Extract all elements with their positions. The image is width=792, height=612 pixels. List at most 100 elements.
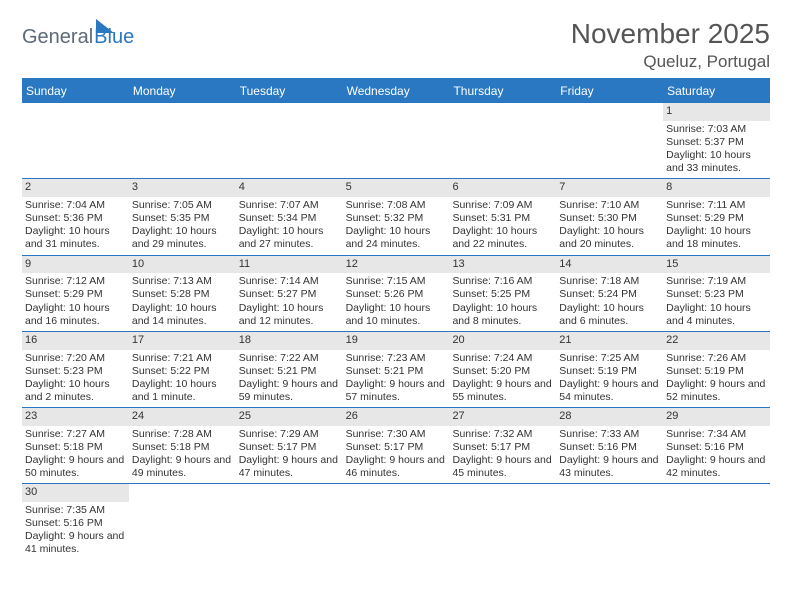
daylight: Daylight: 9 hours and 55 minutes. — [452, 378, 553, 404]
sunrise: Sunrise: 7:08 AM — [346, 199, 447, 212]
daylight: Daylight: 10 hours and 6 minutes. — [559, 302, 660, 328]
sunrise: Sunrise: 7:12 AM — [25, 275, 126, 288]
day-cell: 15Sunrise: 7:19 AMSunset: 5:23 PMDayligh… — [663, 256, 770, 331]
day-cell — [343, 484, 450, 559]
sunset: Sunset: 5:17 PM — [346, 441, 447, 454]
day-number: 9 — [22, 256, 129, 274]
sunset: Sunset: 5:20 PM — [452, 365, 553, 378]
sunrise: Sunrise: 7:32 AM — [452, 428, 553, 441]
day-cell: 1Sunrise: 7:03 AMSunset: 5:37 PMDaylight… — [663, 103, 770, 178]
daylight: Daylight: 10 hours and 4 minutes. — [666, 302, 767, 328]
sunset: Sunset: 5:30 PM — [559, 212, 660, 225]
sunset: Sunset: 5:31 PM — [452, 212, 553, 225]
sunrise: Sunrise: 7:28 AM — [132, 428, 233, 441]
header: General Blue November 2025 Queluz, Portu… — [22, 18, 770, 72]
day-number: 17 — [129, 332, 236, 350]
day-cell: 6Sunrise: 7:09 AMSunset: 5:31 PMDaylight… — [449, 179, 556, 254]
sunset: Sunset: 5:17 PM — [452, 441, 553, 454]
day-header-row: SundayMondayTuesdayWednesdayThursdayFrid… — [22, 80, 770, 103]
day-cell: 9Sunrise: 7:12 AMSunset: 5:29 PMDaylight… — [22, 256, 129, 331]
day-header: Saturday — [663, 80, 770, 103]
day-number: 12 — [343, 256, 450, 274]
sunrise: Sunrise: 7:25 AM — [559, 352, 660, 365]
daylight: Daylight: 10 hours and 18 minutes. — [666, 225, 767, 251]
sunset: Sunset: 5:18 PM — [25, 441, 126, 454]
sunset: Sunset: 5:32 PM — [346, 212, 447, 225]
sunset: Sunset: 5:34 PM — [239, 212, 340, 225]
daylight: Daylight: 10 hours and 1 minute. — [132, 378, 233, 404]
sunrise: Sunrise: 7:22 AM — [239, 352, 340, 365]
week-row: 23 Sunrise: 7:27 AMSunset: 5:18 PM Dayligh… — [22, 408, 770, 484]
logo: General Blue — [22, 26, 134, 49]
daylight: Daylight: 9 hours and 43 minutes. — [559, 454, 660, 480]
daylight: Daylight: 10 hours and 24 minutes. — [346, 225, 447, 251]
sunset: Sunset: 5:22 PM — [132, 365, 233, 378]
daylight: Daylight: 9 hours and 46 minutes. — [346, 454, 447, 480]
day-cell: 21Sunrise: 7:25 AMSunset: 5:19 PMDayligh… — [556, 332, 663, 407]
sunset: Sunset: 5:16 PM — [25, 517, 126, 530]
day-cell: 27Sunrise: 7:32 AMSunset: 5:17 PMDayligh… — [449, 408, 556, 483]
sunrise: Sunrise: 7:16 AM — [452, 275, 553, 288]
day-cell: 12Sunrise: 7:15 AMSunset: 5:26 PMDayligh… — [343, 256, 450, 331]
day-cell: 4Sunrise: 7:07 AMSunset: 5:34 PMDaylight… — [236, 179, 343, 254]
daylight: Daylight: 9 hours and 42 minutes. — [666, 454, 767, 480]
day-number: 4 — [236, 179, 343, 197]
daylight: Daylight: 10 hours and 14 minutes. — [132, 302, 233, 328]
sunrise: Sunrise: 7:10 AM — [559, 199, 660, 212]
day-cell — [129, 484, 236, 559]
day-cell: 16Sunrise: 7:20 AMSunset: 5:23 PMDayligh… — [22, 332, 129, 407]
sunrise: Sunrise: 7:14 AM — [239, 275, 340, 288]
sunset: Sunset: 5:29 PM — [666, 212, 767, 225]
day-cell — [236, 103, 343, 178]
day-number: 15 — [663, 256, 770, 274]
day-cell: 8Sunrise: 7:11 AMSunset: 5:29 PMDaylight… — [663, 179, 770, 254]
location: Queluz, Portugal — [571, 52, 770, 72]
daylight: Daylight: 10 hours and 33 minutes. — [666, 149, 767, 175]
day-cell: 17Sunrise: 7:21 AMSunset: 5:22 PMDayligh… — [129, 332, 236, 407]
week-row: 30Sunrise: 7:35 AMSunset: 5:16 PMDayligh… — [22, 484, 770, 559]
day-number: 13 — [449, 256, 556, 274]
day-number: 30 — [22, 484, 129, 502]
day-cell: 3Sunrise: 7:05 AMSunset: 5:35 PMDaylight… — [129, 179, 236, 254]
sunrise: Sunrise: 7:33 AM — [559, 428, 660, 441]
day-cell: 28Sunrise: 7:33 AMSunset: 5:16 PMDayligh… — [556, 408, 663, 483]
daylight: Daylight: 9 hours and 59 minutes. — [239, 378, 340, 404]
sunrise: Sunrise: 7:26 AM — [666, 352, 767, 365]
day-number: 20 — [449, 332, 556, 350]
day-number: 22 — [663, 332, 770, 350]
sunrise: Sunrise: 7:11 AM — [666, 199, 767, 212]
day-cell: 24Sunrise: 7:28 AMSunset: 5:18 PMDayligh… — [129, 408, 236, 483]
sunset: Sunset: 5:36 PM — [25, 212, 126, 225]
sunrise: Sunrise: 7:27 AM — [25, 428, 126, 441]
daylight: Daylight: 9 hours and 49 minutes. — [132, 454, 233, 480]
logo-word2: Blue — [94, 26, 134, 49]
day-cell: 23Sunrise: 7:27 AMSunset: 5:18 PMDayligh… — [22, 408, 129, 483]
day-number: 7 — [556, 179, 663, 197]
day-cell: 11Sunrise: 7:14 AMSunset: 5:27 PMDayligh… — [236, 256, 343, 331]
day-header: Sunday — [22, 80, 129, 103]
day-header: Thursday — [449, 80, 556, 103]
daylight: Daylight: 10 hours and 2 minutes. — [25, 378, 126, 404]
day-number: 28 — [556, 408, 663, 426]
week-row: 16Sunrise: 7:20 AMSunset: 5:23 PMDayligh… — [22, 332, 770, 408]
sunset: Sunset: 5:27 PM — [239, 288, 340, 301]
day-number: 27 — [449, 408, 556, 426]
day-number: 18 — [236, 332, 343, 350]
day-cell: 29Sunrise: 7:34 AMSunset: 5:16 PMDayligh… — [663, 408, 770, 483]
sunrise: Sunrise: 7:15 AM — [346, 275, 447, 288]
day-number: 23 — [22, 408, 129, 426]
calendar: SundayMondayTuesdayWednesdayThursdayFrid… — [22, 78, 770, 560]
sunset: Sunset: 5:19 PM — [666, 365, 767, 378]
week-row: 2Sunrise: 7:04 AMSunset: 5:36 PMDaylight… — [22, 179, 770, 255]
day-number: 29 — [663, 408, 770, 426]
logo-word1: General — [22, 26, 93, 49]
day-number: 19 — [343, 332, 450, 350]
day-number: 3 — [129, 179, 236, 197]
daylight: Daylight: 10 hours and 27 minutes. — [239, 225, 340, 251]
sunset: Sunset: 5:24 PM — [559, 288, 660, 301]
day-number: 11 — [236, 256, 343, 274]
sunrise: Sunrise: 7:23 AM — [346, 352, 447, 365]
day-cell — [236, 484, 343, 559]
sunrise: Sunrise: 7:20 AM — [25, 352, 126, 365]
day-cell: 20Sunrise: 7:24 AMSunset: 5:20 PMDayligh… — [449, 332, 556, 407]
